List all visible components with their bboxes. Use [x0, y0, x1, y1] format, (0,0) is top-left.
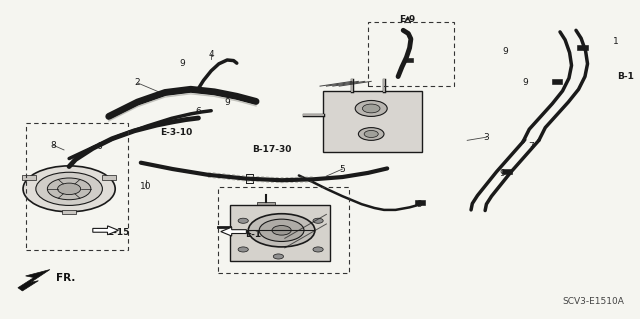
Text: SCV3-E1510A: SCV3-E1510A — [562, 297, 624, 306]
Circle shape — [58, 183, 81, 195]
Polygon shape — [93, 226, 118, 235]
Text: E-1: E-1 — [245, 230, 262, 239]
Text: 9: 9 — [522, 78, 527, 87]
Bar — [415, 200, 425, 205]
Bar — [257, 202, 275, 208]
Polygon shape — [18, 270, 50, 291]
Text: 10: 10 — [140, 182, 152, 191]
Bar — [337, 101, 360, 115]
Circle shape — [238, 247, 248, 252]
Text: 4: 4 — [209, 50, 214, 59]
Circle shape — [364, 130, 378, 137]
Circle shape — [313, 218, 323, 223]
Bar — [62, 210, 76, 214]
Circle shape — [358, 128, 384, 140]
Text: 9: 9 — [503, 47, 508, 56]
Bar — [372, 101, 396, 115]
Bar — [22, 175, 36, 180]
Bar — [323, 91, 422, 152]
Text: E-3-10: E-3-10 — [160, 128, 192, 137]
Bar — [218, 187, 349, 273]
Bar — [354, 99, 363, 104]
Bar — [336, 119, 345, 123]
Circle shape — [273, 254, 284, 259]
Text: 9: 9 — [417, 200, 422, 209]
Circle shape — [36, 172, 102, 205]
Bar — [26, 123, 128, 250]
Bar — [502, 169, 512, 174]
Text: 1: 1 — [614, 37, 619, 46]
Bar — [337, 117, 360, 131]
Text: 6: 6 — [97, 142, 102, 151]
Text: E-15: E-15 — [108, 228, 129, 237]
Circle shape — [47, 178, 91, 200]
Text: 3: 3 — [484, 133, 489, 142]
Bar — [404, 116, 413, 120]
Bar — [102, 175, 116, 180]
Bar — [367, 137, 376, 142]
Text: B-17-30: B-17-30 — [252, 145, 292, 154]
Bar — [404, 57, 413, 62]
Bar — [368, 22, 454, 86]
Bar — [552, 79, 562, 84]
Text: 9: 9 — [180, 59, 185, 68]
Circle shape — [248, 214, 315, 247]
Text: 5: 5 — [340, 165, 345, 174]
Text: 6: 6 — [196, 107, 201, 116]
Circle shape — [355, 100, 387, 116]
Text: 2: 2 — [135, 78, 140, 87]
Circle shape — [313, 247, 323, 252]
Bar — [372, 117, 396, 131]
Bar — [230, 205, 330, 261]
Circle shape — [272, 226, 291, 235]
Text: 9: 9 — [225, 98, 230, 107]
Text: 7: 7 — [529, 142, 534, 151]
Circle shape — [362, 104, 380, 113]
Circle shape — [238, 218, 248, 223]
Text: B-1: B-1 — [618, 72, 634, 81]
Polygon shape — [221, 227, 246, 236]
Circle shape — [259, 219, 304, 241]
Text: 8: 8 — [51, 141, 56, 150]
Text: FR.: FR. — [56, 273, 76, 283]
Bar — [577, 45, 588, 50]
Text: E-9: E-9 — [399, 15, 416, 24]
Circle shape — [23, 166, 115, 212]
Text: 9: 9 — [500, 169, 505, 178]
